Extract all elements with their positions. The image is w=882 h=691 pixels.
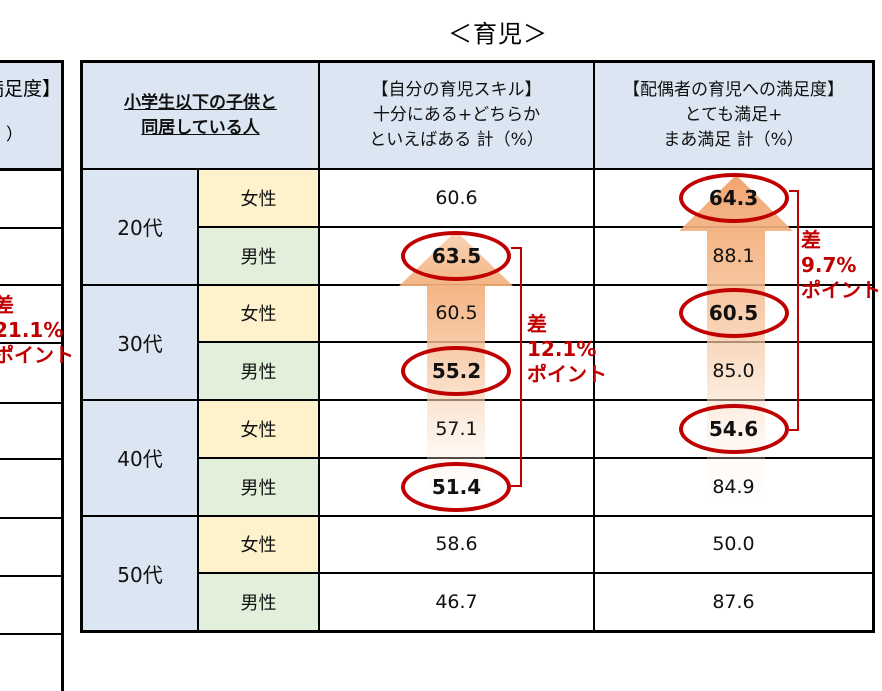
value-text: 60.5 — [435, 302, 478, 325]
value-text: 50.0 — [712, 533, 755, 556]
value-text: 60.6 — [435, 186, 478, 209]
satisfaction-diff-unit: ポイント — [801, 278, 881, 302]
satisfaction-diff-value: 9.7% — [801, 253, 857, 277]
left-table-header-text2: ） — [6, 125, 23, 145]
bracket-skill-top — [511, 247, 522, 249]
header-satisfaction: 【配偶者の育児への満足度】 とても満足+ まあ満足 計（%） — [595, 63, 872, 168]
skill-value: 60.6 — [320, 170, 593, 226]
left-table-gridline — [0, 575, 61, 577]
satisfaction-diff-label: 差 — [801, 228, 821, 252]
left-table-gridline — [0, 402, 61, 404]
age-cell-50s: 50代 — [83, 516, 197, 630]
skill-diff-annotation: 差 12.1% ポイント — [527, 312, 607, 387]
left-table-gridline — [0, 342, 61, 344]
header-skill-line3: といえばある 計（%） — [369, 130, 544, 150]
left-table-gridline — [0, 168, 61, 171]
bracket-sat-top — [789, 190, 799, 192]
satisfaction-value: 50.0 — [595, 516, 872, 573]
header-satisfaction-line3: まあ満足 計（%） — [663, 130, 804, 150]
left-table-gridline — [0, 633, 61, 635]
header-demographic: 小学生以下の子供と 同居している人 — [83, 63, 318, 168]
skill-diff-unit: ポイント — [527, 362, 607, 386]
up-arrow-shaft-satisfaction — [707, 230, 765, 508]
value-text: 57.1 — [435, 417, 478, 440]
highlight-circle-skill-55-2 — [401, 346, 511, 396]
gender-cell: 女性 — [199, 401, 318, 457]
gender-cell: 女性 — [199, 516, 318, 573]
header-demographic-line2: 同居している人 — [141, 117, 260, 138]
left-diff-unit: ポイント — [0, 343, 74, 367]
left-table-top-border — [0, 60, 64, 63]
age-cell-20s: 20代 — [83, 170, 197, 284]
section-title: ＜育児＞ — [448, 20, 548, 48]
highlight-circle-sat-60-5 — [679, 288, 789, 338]
bracket-skill-vertical — [520, 247, 522, 487]
gender-cell: 男性 — [199, 574, 318, 630]
header-satisfaction-line1: 【配偶者の育児への満足度】 — [623, 80, 844, 100]
header-skill-line1: 【自分の育児スキル】 — [371, 80, 542, 100]
header-demographic-line1: 小学生以下の子供と — [124, 92, 277, 113]
gender-cell: 女性 — [199, 170, 318, 226]
highlight-circle-skill-63-5 — [401, 231, 511, 281]
header-satisfaction-line2: とても満足+ — [684, 105, 783, 125]
gender-cell: 男性 — [199, 343, 318, 399]
header-skill: 【自分の育児スキル】 十分にある+どちらか といえばある 計（%） — [320, 63, 593, 168]
age-cell-40s: 40代 — [83, 401, 197, 515]
left-diff-label: 差 — [0, 293, 14, 317]
bracket-sat-vertical — [797, 190, 799, 431]
left-table-right-border — [61, 60, 64, 691]
header-skill-line2: 十分にある+どちらか — [372, 105, 541, 125]
bracket-sat-bottom — [789, 429, 799, 431]
highlight-circle-sat-54-6 — [679, 404, 789, 454]
value-text: 84.9 — [712, 475, 755, 498]
value-text: 85.0 — [712, 360, 755, 383]
highlight-circle-sat-64-3 — [679, 173, 789, 223]
value-text: 58.6 — [435, 533, 478, 556]
skill-value: 58.6 — [320, 516, 593, 573]
left-table-header-cell — [0, 63, 61, 168]
satisfaction-value: 87.6 — [595, 574, 872, 630]
left-diff-annotation: 差 21.1% ポイント — [0, 293, 74, 368]
gender-cell: 女性 — [199, 285, 318, 342]
skill-diff-value: 12.1% — [527, 337, 597, 361]
value-text: 88.1 — [712, 244, 755, 267]
left-table-gridline — [0, 227, 61, 229]
gender-cell: 男性 — [199, 227, 318, 284]
value-text: 46.7 — [435, 591, 478, 614]
left-table-header-text: 満足度】 — [0, 78, 62, 100]
age-cell-30s: 30代 — [83, 285, 197, 399]
skill-value: 46.7 — [320, 574, 593, 630]
left-table-gridline — [0, 517, 61, 519]
bracket-skill-bottom — [511, 485, 522, 487]
left-table-gridline — [0, 284, 61, 286]
left-diff-value: 21.1% — [0, 318, 64, 342]
highlight-circle-skill-51-4 — [401, 462, 511, 512]
skill-diff-label: 差 — [527, 312, 547, 336]
gender-cell: 男性 — [199, 458, 318, 515]
value-text: 87.6 — [712, 591, 755, 614]
left-table-gridline — [0, 458, 61, 460]
satisfaction-diff-annotation: 差 9.7% ポイント — [801, 228, 881, 303]
